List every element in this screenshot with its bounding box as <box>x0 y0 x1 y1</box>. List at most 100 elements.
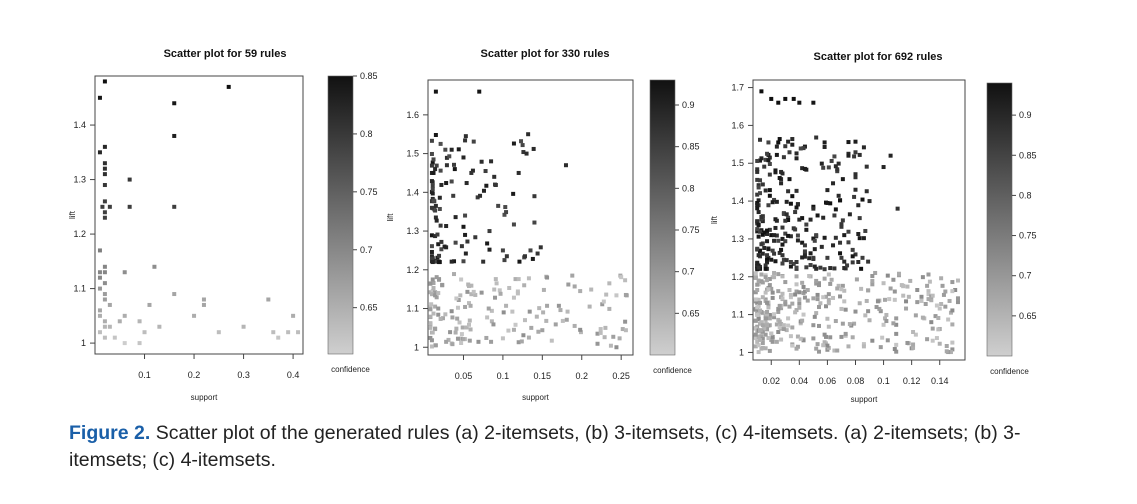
data-point <box>100 204 105 209</box>
data-point <box>766 247 771 252</box>
data-point <box>836 161 841 166</box>
y-tick-label: 1.3 <box>73 175 86 185</box>
data-point <box>464 181 469 186</box>
data-point <box>434 275 439 280</box>
data-point <box>863 228 868 233</box>
data-point <box>797 217 802 222</box>
data-point <box>774 218 779 223</box>
data-point <box>852 321 857 326</box>
data-point <box>926 297 931 302</box>
data-point <box>429 254 434 259</box>
data-point <box>784 212 789 217</box>
data-point <box>824 294 829 299</box>
data-point <box>459 332 464 337</box>
data-point <box>595 341 600 346</box>
data-point <box>102 297 107 302</box>
data-point <box>801 338 806 343</box>
data-point <box>497 288 502 293</box>
data-point <box>770 339 775 344</box>
data-point <box>760 251 765 256</box>
data-point <box>772 275 777 280</box>
data-point <box>920 315 925 320</box>
data-point <box>842 259 847 264</box>
data-point <box>832 348 837 353</box>
data-point <box>814 266 819 271</box>
data-point <box>511 327 516 332</box>
data-point <box>760 340 765 345</box>
data-point <box>772 315 777 320</box>
data-point <box>826 297 831 302</box>
data-point <box>481 259 486 264</box>
data-point <box>774 233 779 238</box>
data-point <box>600 302 605 307</box>
data-point <box>779 337 784 342</box>
y-tick-label: 1.1 <box>731 310 744 320</box>
data-point <box>471 139 476 144</box>
y-tick-label: 1.3 <box>731 234 744 244</box>
data-point <box>800 318 805 323</box>
data-point <box>444 163 449 168</box>
data-point <box>506 328 511 333</box>
data-point <box>955 278 960 283</box>
data-point <box>545 303 550 308</box>
data-point <box>794 156 799 161</box>
data-point <box>578 327 583 332</box>
data-point <box>790 194 795 199</box>
data-point <box>929 298 934 303</box>
data-point <box>429 151 434 156</box>
data-point <box>866 309 871 314</box>
y-tick-label: 1.4 <box>73 120 86 130</box>
data-point <box>444 224 449 229</box>
data-point <box>801 312 806 317</box>
data-point <box>102 324 107 329</box>
data-point <box>780 236 785 241</box>
data-point <box>937 341 942 346</box>
data-point <box>102 210 107 215</box>
data-point <box>544 318 549 323</box>
data-point <box>461 155 466 160</box>
data-point <box>443 312 448 317</box>
data-point <box>853 139 858 144</box>
data-point <box>765 260 770 265</box>
data-point <box>767 193 772 198</box>
data-point <box>449 147 454 152</box>
data-point <box>816 323 821 328</box>
data-point <box>97 95 102 100</box>
data-point <box>770 290 775 295</box>
data-point <box>465 239 470 244</box>
data-point <box>804 265 809 270</box>
data-point <box>760 182 765 187</box>
data-point <box>489 339 494 344</box>
data-point <box>449 309 454 314</box>
data-point <box>943 289 948 294</box>
data-point <box>756 253 761 258</box>
data-point <box>762 326 767 331</box>
data-point <box>822 276 827 281</box>
data-point <box>812 314 817 319</box>
data-point <box>429 256 434 261</box>
data-point <box>534 314 539 319</box>
data-point <box>530 256 535 261</box>
data-point <box>433 203 438 208</box>
data-point <box>454 296 459 301</box>
data-point <box>821 215 826 220</box>
data-point <box>901 283 906 288</box>
data-point <box>758 328 763 333</box>
colorbar-label: confidence <box>331 365 370 374</box>
y-tick-label: 1.1 <box>406 304 419 314</box>
data-point <box>901 293 906 298</box>
data-point <box>756 350 761 355</box>
data-point <box>755 167 760 172</box>
data-point <box>780 291 785 296</box>
data-point <box>781 155 786 160</box>
data-point <box>102 264 107 269</box>
data-point <box>826 324 831 329</box>
data-point <box>794 289 799 294</box>
data-point <box>453 240 458 245</box>
data-point <box>147 302 152 307</box>
data-point <box>760 280 765 285</box>
data-point <box>760 232 765 237</box>
data-point <box>850 335 855 340</box>
data-point <box>97 308 102 313</box>
data-point <box>753 344 758 349</box>
